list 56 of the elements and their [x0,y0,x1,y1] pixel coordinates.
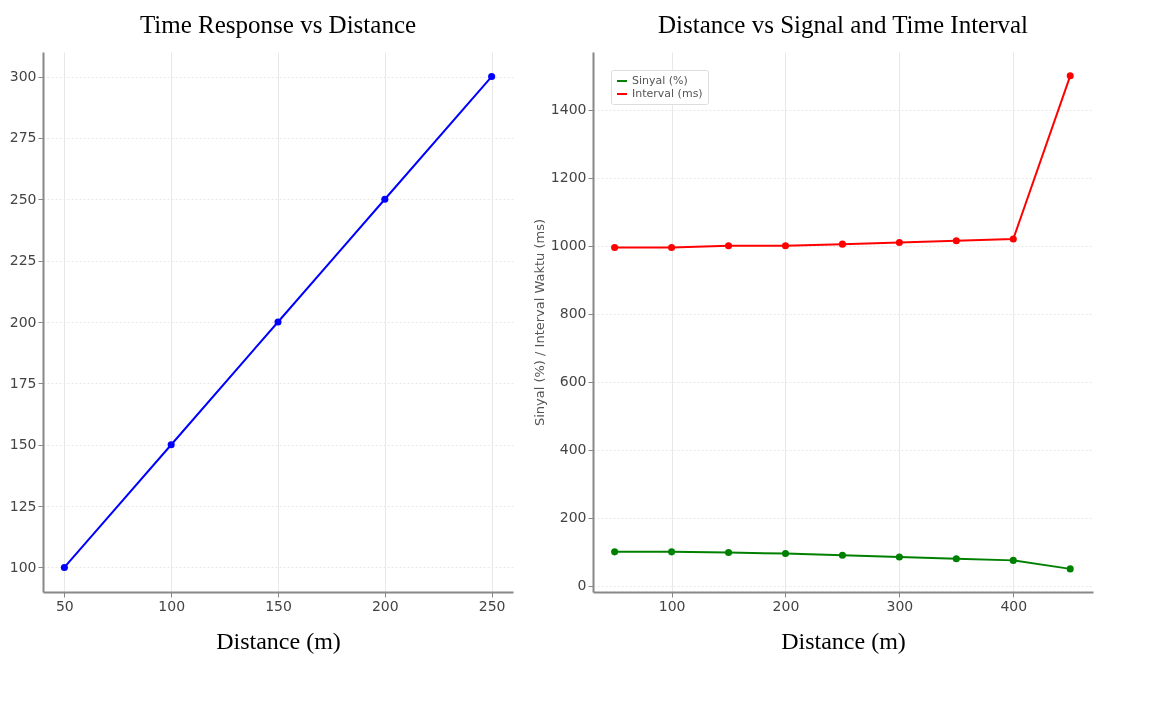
point [274,318,282,326]
y-tick-label: 600 [559,373,587,390]
x-tick-label: 300 [886,597,914,614]
x-tick-label: 200 [772,597,800,614]
x-tick-label: 250 [478,597,506,614]
point [895,238,903,246]
x-tick-label: 400 [1000,597,1028,614]
chart-title: Time Response vs Distance [139,11,417,38]
point [611,548,619,556]
y-tick-label: 300 [9,68,37,85]
x-axis-title: Distance (m) [216,627,341,654]
point [725,549,733,557]
point [1066,72,1074,80]
y-tick-label: 175 [9,374,37,391]
y-tick-label: 250 [9,190,37,207]
x-tick-label: 200 [371,597,399,614]
y-tick-label: 225 [9,252,37,269]
point [895,553,903,561]
point [952,555,960,563]
point [781,242,790,250]
point [1066,565,1074,573]
point [668,548,676,556]
point [1009,235,1017,243]
y-tick-label: 1200 [550,169,587,186]
y-tick-label: 800 [559,305,587,322]
x-tick-label: 100 [158,597,186,614]
x-tick-label: 150 [265,597,292,614]
x-axis-title: Distance (m) [781,627,906,654]
y-tick-label: 150 [9,436,37,453]
y-axis-title: Sinyal (%) / Interval Waktu (ms) [531,218,547,427]
point [838,551,846,559]
y-tick-label: 100 [9,558,37,575]
point [668,244,676,252]
y-tick-label: 1400 [550,101,587,118]
point [725,242,733,250]
point [488,73,496,81]
point [611,244,619,252]
y-tick-label: 400 [559,441,587,458]
y-tick-label: 200 [559,509,587,526]
legend-label: Sinyal (%) [632,74,688,87]
x-tick-label: 50 [55,597,74,614]
point [60,563,68,571]
point [952,237,960,245]
legend-label: Interval (ms) [632,87,703,100]
point [838,240,846,248]
point [781,550,790,558]
y-tick-label: 0 [577,577,587,594]
y-tick-label: 125 [9,497,37,514]
y-tick-label: 275 [9,129,37,146]
y-tick-label: 1000 [550,237,587,254]
x-tick-label: 100 [658,597,686,614]
y-tick-label: 200 [9,313,37,330]
point [381,195,389,203]
chart-title: Distance vs Signal and Time Interval [657,11,1029,38]
point [1009,556,1017,564]
point [167,441,175,449]
